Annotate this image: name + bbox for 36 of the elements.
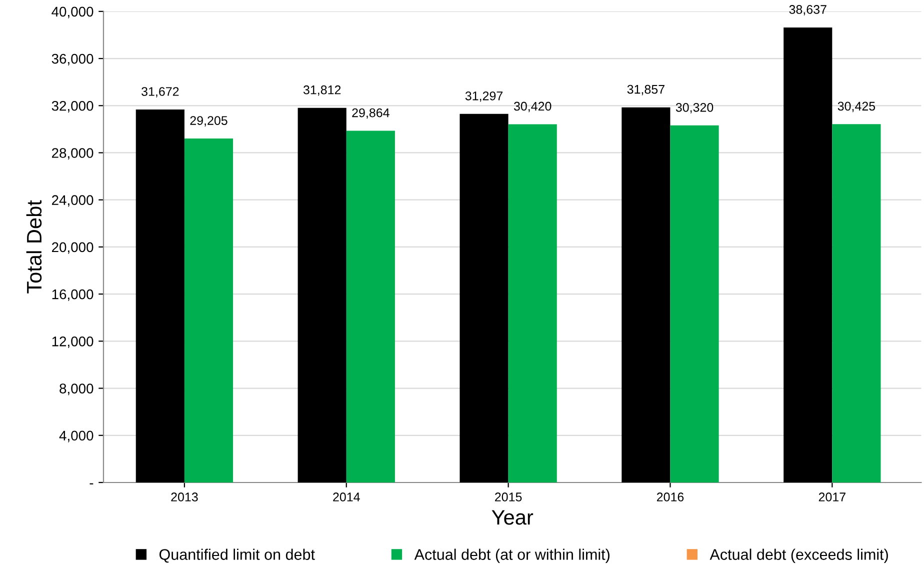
- data-label: 38,637: [789, 5, 826, 16]
- legend-label: Quantified limit on debt: [159, 548, 315, 563]
- y-tick-label: 16,000: [52, 289, 94, 301]
- bar: [508, 124, 557, 482]
- x-tick-label: 2017: [818, 492, 846, 502]
- y-tick-label: -: [90, 483, 94, 484]
- data-label: 30,425: [838, 102, 876, 112]
- y-tick-label: 40,000: [52, 6, 94, 18]
- y-tick-label: 20,000: [52, 242, 94, 254]
- y-tick-label: 28,000: [52, 148, 94, 160]
- data-label: 31,297: [465, 91, 503, 102]
- data-label: 31,812: [303, 85, 341, 96]
- data-label: 30,320: [676, 102, 714, 114]
- x-axis-title: Year: [492, 510, 534, 525]
- data-label: 29,864: [352, 108, 390, 119]
- data-label: 31,672: [142, 87, 179, 98]
- bar: [670, 125, 719, 482]
- x-tick-label: 2014: [333, 492, 360, 502]
- y-tick-label: 36,000: [52, 54, 94, 66]
- data-label: 29,205: [190, 116, 228, 126]
- x-tick-label: 2015: [495, 492, 522, 502]
- legend-label: Actual debt (at or within limit): [414, 548, 610, 563]
- y-tick-label: 32,000: [52, 100, 94, 112]
- x-tick-label: 2016: [656, 492, 684, 502]
- y-tick-label: 4,000: [59, 430, 94, 442]
- bar: [346, 130, 395, 482]
- y-tick-label: 24,000: [52, 195, 94, 207]
- y-tick-label: 8,000: [60, 384, 94, 396]
- y-tick-label: 12,000: [52, 336, 94, 348]
- legend-label: Actual debt (exceeds limit): [710, 548, 888, 563]
- bar: [184, 138, 234, 482]
- data-label: 31,857: [627, 84, 664, 96]
- x-tick-label: 2013: [171, 492, 198, 502]
- y-axis-title: Total Debt: [26, 200, 42, 294]
- data-label: 30,420: [514, 102, 552, 112]
- bar: [832, 124, 881, 482]
